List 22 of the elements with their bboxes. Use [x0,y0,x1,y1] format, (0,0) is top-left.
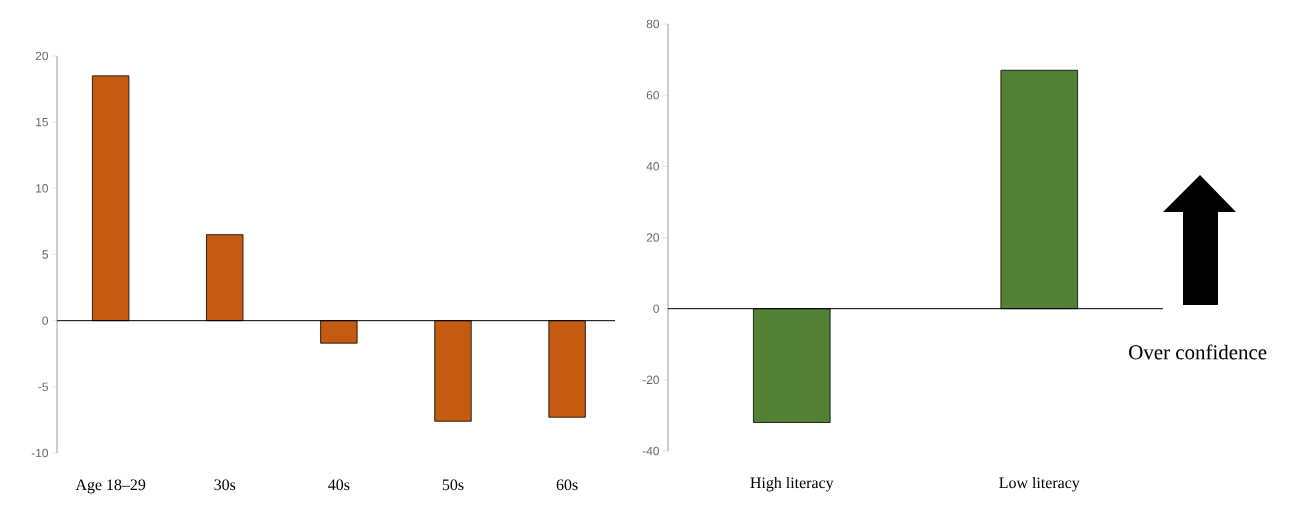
y-tick-label: 10 [36,184,49,193]
y-tick-label: -20 [642,375,660,385]
x-tick-label: 50s [442,479,464,491]
x-tick-label: Low literacy [999,476,1080,492]
y-tick-label: 40 [646,162,660,171]
y-tick-label: -10 [31,448,49,458]
y-tick-label: 0 [653,304,660,313]
y-tick-label: 5 [42,250,48,259]
y-tick-label: -5 [38,382,48,391]
y-tick-label: 80 [646,19,660,29]
y-tick-label: 20 [35,51,49,61]
annotation: Over confidence [1129,344,1267,360]
y-tick-label: 20 [646,233,660,242]
y-tick-label: 60 [646,90,660,100]
x-tick-label: 40s [328,479,350,491]
x-tick-label: 60s [556,479,578,491]
y-tick-label: 15 [36,118,48,127]
y-tick-label: -40 [642,446,660,456]
x-tick-label: High literacy [750,476,834,492]
y-tick-label: 0 [42,316,49,325]
x-tick-label: 30s [214,479,236,491]
x-tick-label: Age 18–29 [75,479,146,494]
